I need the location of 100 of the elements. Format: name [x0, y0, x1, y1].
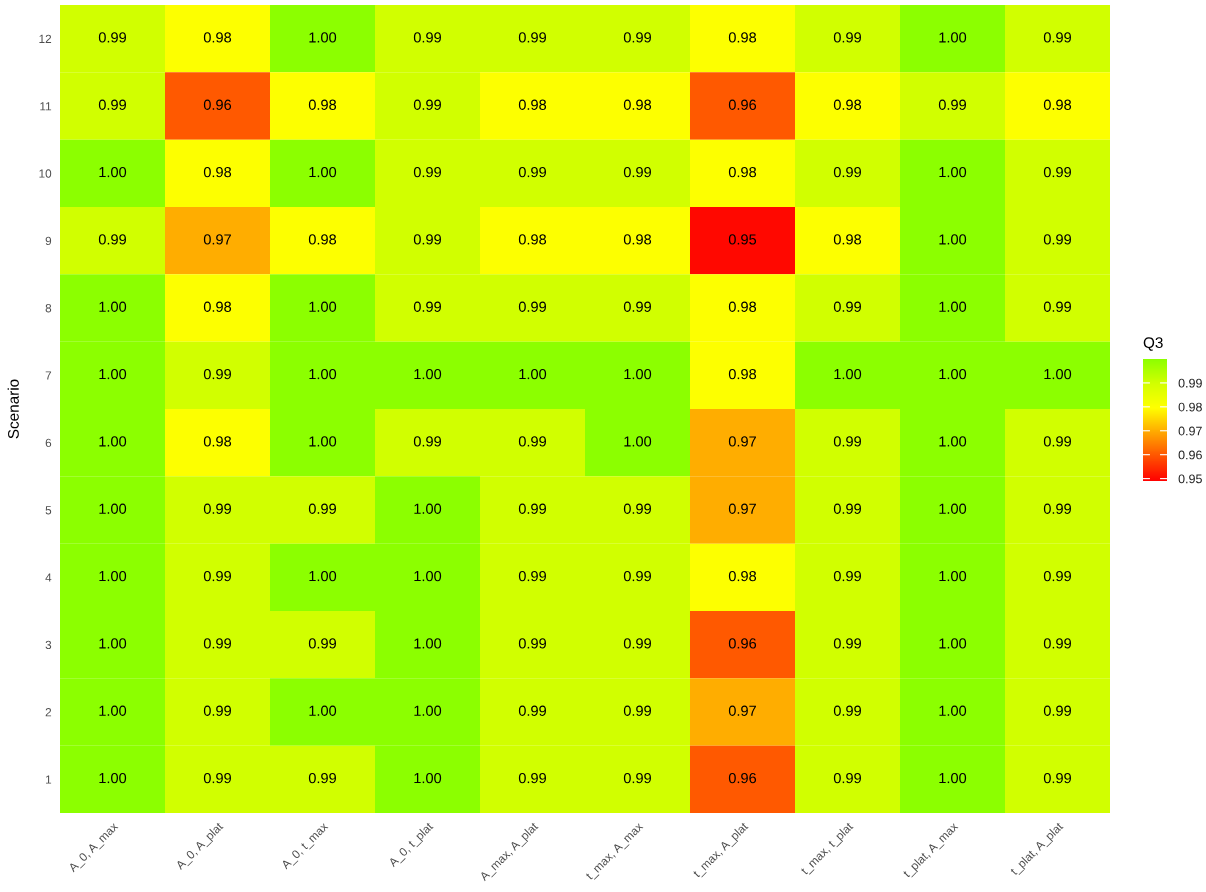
data-label: 0.99: [308, 503, 336, 514]
data-label: 0.99: [1043, 570, 1071, 582]
y-tick-label: 8: [45, 304, 52, 313]
data-label: 0.99: [833, 166, 861, 178]
y-tick-label: 10: [39, 169, 52, 178]
color-bar-label: 0.98: [1178, 402, 1202, 412]
data-label: 1.00: [99, 705, 127, 716]
data-label: 0.99: [413, 234, 441, 245]
data-label: 0.99: [413, 301, 441, 312]
data-label: 0.99: [413, 99, 441, 110]
data-label: 1.00: [99, 570, 127, 582]
data-label: 0.99: [518, 503, 546, 514]
data-label: 1.00: [939, 705, 967, 716]
data-label: 0.98: [728, 368, 757, 380]
data-label: 0.98: [833, 99, 862, 110]
data-label: 0.99: [1043, 166, 1071, 178]
data-label: 0.98: [308, 234, 337, 245]
data-label: 0.99: [518, 638, 546, 649]
data-label: 0.99: [623, 570, 651, 582]
y-tick-label: 9: [45, 236, 52, 246]
y-tick-label: 3: [45, 640, 52, 650]
data-label: 0.99: [1043, 638, 1071, 649]
data-label: 1.00: [939, 638, 967, 649]
data-label: 1.00: [939, 166, 967, 178]
data-label: 0.98: [728, 32, 757, 43]
data-label: 1.00: [309, 570, 337, 582]
data-label: 0.99: [413, 166, 441, 178]
color-bar-title: Q3: [1143, 337, 1163, 351]
data-label: 0.99: [938, 99, 966, 110]
data-label: 0.99: [623, 166, 651, 178]
data-label: 0.98: [728, 570, 757, 582]
data-label: 1.00: [99, 638, 127, 649]
data-label: 0.97: [728, 503, 756, 514]
data-label: 0.99: [1043, 436, 1071, 447]
data-label: 1.00: [624, 436, 652, 447]
y-tick-label: 5: [45, 506, 52, 515]
data-label: 1.00: [939, 234, 967, 245]
data-label: 1.00: [519, 368, 547, 380]
data-label: 1.00: [99, 503, 127, 514]
data-label: 1.00: [939, 436, 967, 447]
data-label: 1.00: [309, 368, 337, 380]
data-label: 0.99: [203, 570, 231, 582]
data-label: 0.99: [518, 301, 546, 312]
data-label: 1.00: [624, 368, 652, 380]
y-axis-title: Scenario: [7, 379, 19, 439]
color-bar-label: 0.95: [1178, 474, 1202, 484]
data-label: 0.98: [203, 301, 232, 312]
data-label: 0.97: [203, 234, 231, 245]
data-label: 0.99: [518, 570, 546, 582]
data-label: 0.99: [1043, 772, 1071, 784]
data-label: 0.98: [623, 234, 652, 245]
data-label: 0.99: [833, 301, 861, 312]
data-label: 0.99: [833, 503, 861, 514]
data-label: 1.00: [414, 772, 442, 784]
data-label: 0.98: [203, 436, 232, 447]
data-label: 0.98: [1043, 99, 1072, 110]
data-label: 0.98: [308, 99, 337, 110]
data-label: 1.00: [309, 705, 337, 716]
data-label: 0.99: [518, 436, 546, 447]
color-bar-label: 0.99: [1178, 378, 1202, 388]
y-tick-label: 7: [45, 371, 52, 380]
data-label: 1.00: [309, 301, 337, 312]
y-tick-label: 1: [46, 775, 52, 784]
data-label: 1.00: [939, 772, 967, 784]
data-label: 1.00: [309, 436, 337, 447]
data-label: 0.99: [833, 638, 861, 649]
data-label: 0.99: [98, 99, 126, 110]
data-label: 0.97: [728, 436, 756, 447]
data-label: 0.96: [728, 638, 757, 649]
data-label: 0.99: [833, 705, 861, 716]
data-label: 0.99: [518, 32, 546, 43]
data-label: 1.00: [99, 436, 127, 447]
data-label: 0.99: [203, 638, 231, 649]
data-label: 1.00: [939, 503, 967, 514]
data-label: 0.98: [518, 234, 547, 245]
data-label: 0.99: [623, 32, 651, 43]
data-label: 0.99: [833, 32, 861, 43]
data-label: 0.98: [623, 99, 652, 110]
data-label: 1.00: [99, 772, 127, 784]
data-label: 0.99: [1043, 234, 1071, 245]
data-label: 1.00: [939, 32, 967, 43]
data-label: 0.99: [203, 772, 231, 784]
data-label: 0.99: [623, 503, 651, 514]
data-label: 0.96: [728, 772, 757, 784]
data-label: 0.99: [833, 436, 861, 447]
data-label: 0.99: [623, 301, 651, 312]
data-label: 0.99: [1043, 301, 1071, 312]
data-label: 0.99: [518, 772, 546, 784]
data-label: 0.96: [728, 99, 757, 110]
data-label: 0.95: [728, 234, 757, 245]
data-label: 0.99: [413, 32, 441, 43]
y-tick-label: 2: [45, 708, 52, 717]
data-label: 0.99: [203, 368, 231, 380]
data-label: 1.00: [834, 368, 862, 380]
data-label: 1.00: [309, 32, 337, 43]
data-label: 0.99: [98, 234, 126, 245]
data-label: 0.99: [308, 772, 336, 784]
y-tick-label: 6: [45, 438, 52, 448]
data-label: 0.99: [1043, 705, 1071, 716]
y-tick-label: 11: [40, 102, 52, 111]
